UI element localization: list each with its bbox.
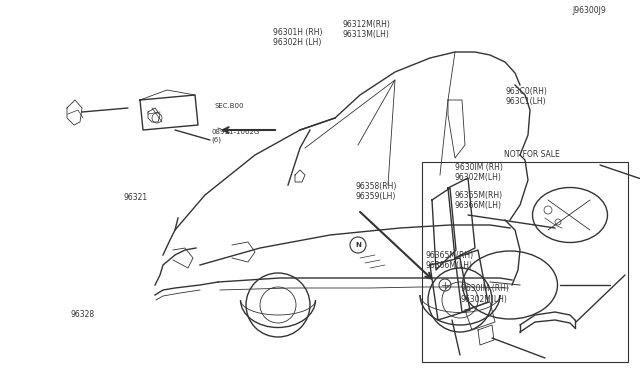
- Text: N: N: [355, 242, 361, 248]
- Text: 96328: 96328: [70, 310, 95, 319]
- Text: 96312M(RH)
96313M(LH): 96312M(RH) 96313M(LH): [342, 20, 390, 39]
- Text: SEC.B00: SEC.B00: [214, 103, 244, 109]
- Text: J96300J9: J96300J9: [573, 6, 607, 15]
- Text: 96321: 96321: [124, 193, 148, 202]
- Text: 96358(RH)
96359(LH): 96358(RH) 96359(LH): [355, 182, 397, 201]
- Text: NOT FOR SALE: NOT FOR SALE: [504, 150, 560, 159]
- Text: 96365M(RH)
96366M(LH): 96365M(RH) 96366M(LH): [426, 251, 474, 270]
- Text: 96302M(LH): 96302M(LH): [455, 173, 502, 182]
- Text: 96366M(LH): 96366M(LH): [455, 201, 502, 209]
- Text: 96365M(RH): 96365M(RH): [455, 190, 503, 199]
- Bar: [422, 162, 628, 362]
- Text: 96301H (RH)
96302H (LH): 96301H (RH) 96302H (LH): [273, 28, 323, 47]
- Text: 9630lM (RH): 9630lM (RH): [455, 163, 503, 171]
- Text: 963C0(RH)
963C1(LH): 963C0(RH) 963C1(LH): [506, 87, 547, 106]
- Text: 08911-1062G
(6): 08911-1062G (6): [211, 129, 259, 142]
- Text: 9630lM (RH)
96302M(LH): 9630lM (RH) 96302M(LH): [461, 284, 509, 304]
